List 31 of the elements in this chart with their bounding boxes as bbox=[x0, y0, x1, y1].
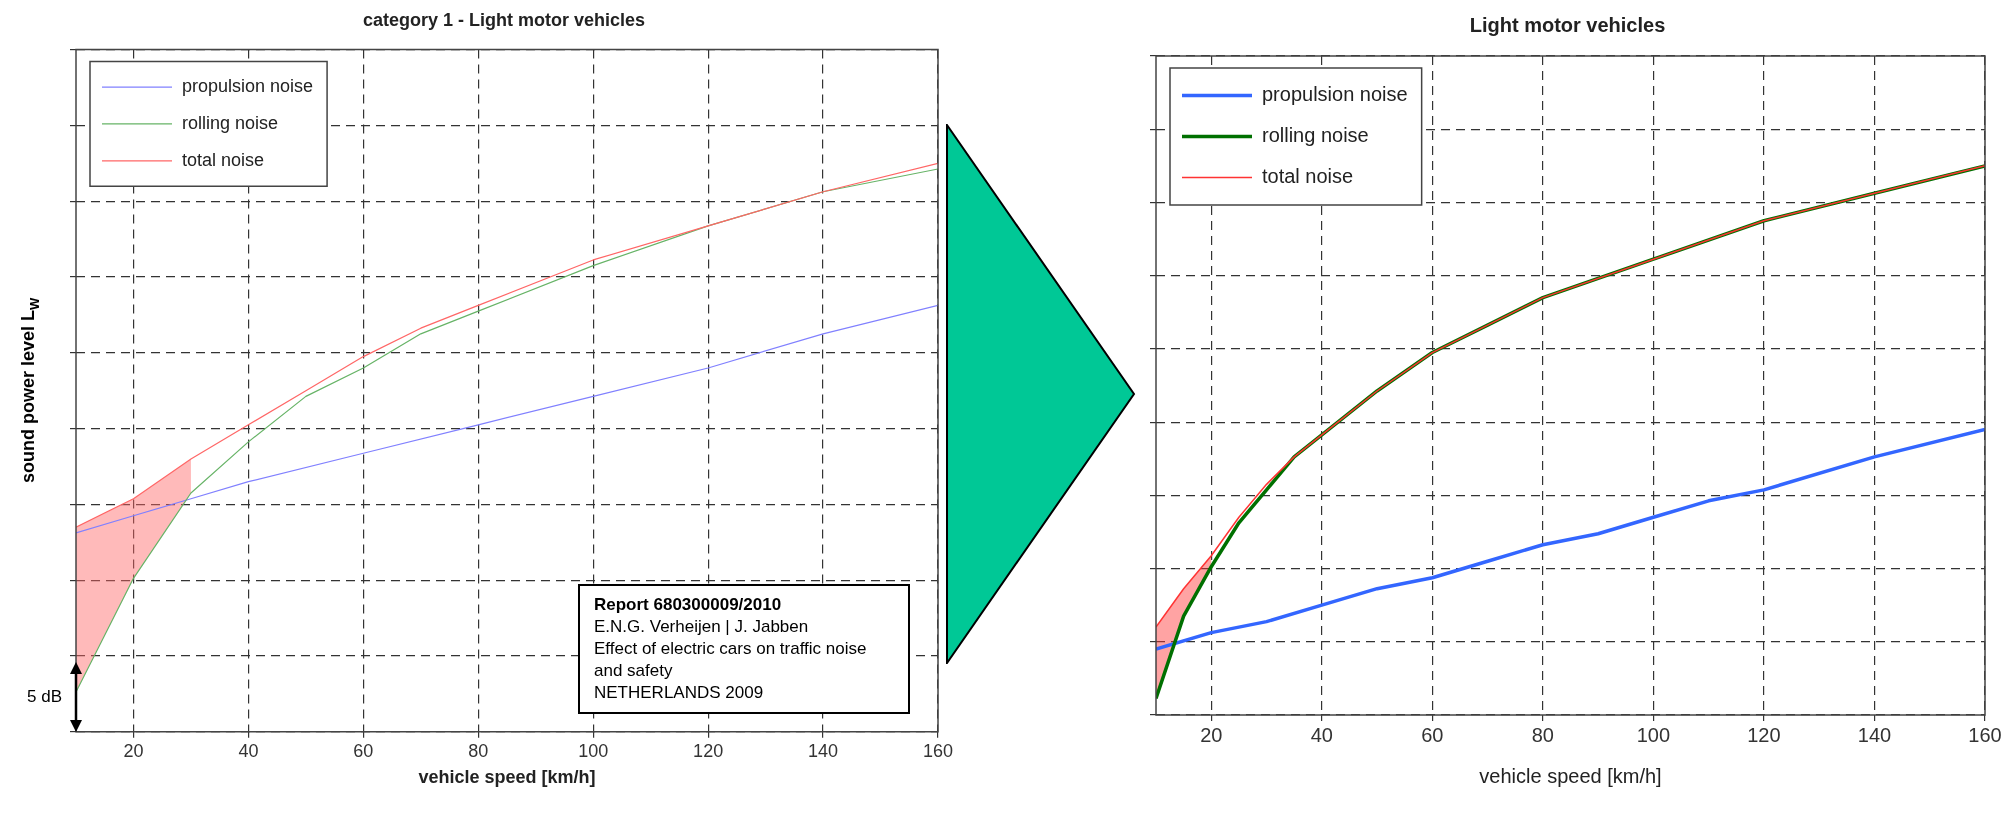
chart-title: category 1 - Light motor vehicles bbox=[362, 9, 646, 30]
x-axis-title: vehicle speed [km/h] bbox=[418, 767, 596, 788]
legend-label: rolling noise bbox=[1262, 124, 1369, 147]
annotation: 5 dB bbox=[27, 686, 62, 707]
annotation: Report 680300009/2010 bbox=[594, 593, 783, 616]
x-tick-label: 100 bbox=[578, 740, 609, 761]
x-tick-label: 160 bbox=[922, 740, 954, 761]
annotation: NETHERLANDS 2009 bbox=[594, 681, 765, 704]
x-tick-label: 160 bbox=[1968, 723, 2002, 746]
chart-title: Light motor vehicles bbox=[1469, 13, 1666, 36]
x-tick-label: 60 bbox=[1421, 723, 1444, 746]
x-tick-label: 120 bbox=[1747, 723, 1781, 746]
legend-label: total noise bbox=[1262, 165, 1354, 188]
x-tick-label: 80 bbox=[1531, 723, 1554, 746]
legend-label: rolling noise bbox=[182, 112, 279, 133]
legend-label: propulsion noise bbox=[1262, 83, 1408, 106]
x-tick-label: 80 bbox=[468, 740, 489, 761]
x-tick-label: 100 bbox=[1636, 723, 1671, 746]
x-tick-label: 140 bbox=[808, 740, 839, 761]
annotation: Effect of electric cars on traffic noise and safety bbox=[594, 637, 868, 682]
legend-label: total noise bbox=[182, 149, 265, 170]
x-axis-title: vehicle speed [km/h] bbox=[1479, 764, 1662, 787]
x-tick-label: 40 bbox=[238, 740, 259, 761]
x-tick-label: 40 bbox=[1310, 723, 1333, 746]
x-tick-label: 60 bbox=[353, 740, 374, 761]
x-tick-label: 20 bbox=[123, 740, 144, 761]
legend-label: propulsion noise bbox=[182, 76, 314, 97]
x-tick-label: 20 bbox=[1200, 723, 1223, 746]
x-tick-label: 120 bbox=[693, 740, 724, 761]
annotation: E.N.G. Verheijen | J. Jabben bbox=[594, 615, 810, 638]
x-tick-label: 140 bbox=[1857, 723, 1892, 746]
